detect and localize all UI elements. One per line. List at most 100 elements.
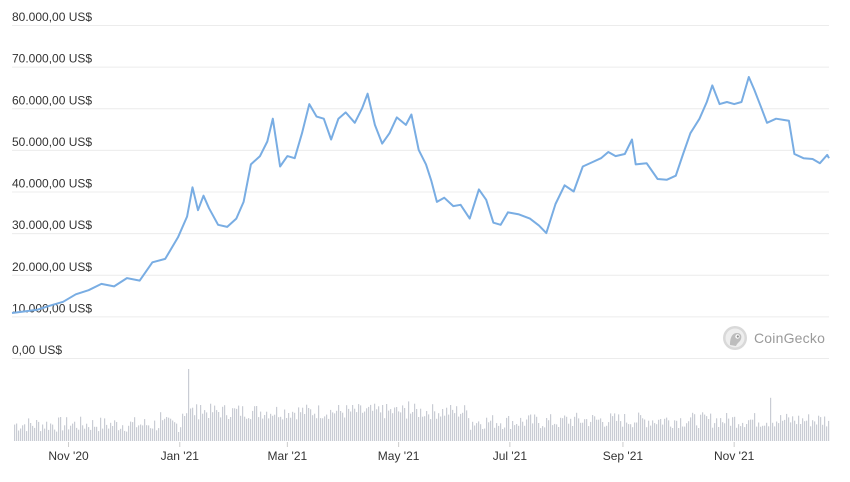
volume-bar xyxy=(60,417,62,441)
volume-bar xyxy=(554,423,556,441)
volume-bar xyxy=(610,413,612,441)
volume-bar xyxy=(780,415,782,441)
volume-bar xyxy=(448,414,450,441)
volume-bar xyxy=(134,417,136,441)
volume-bar xyxy=(136,427,138,441)
y-tick-label: 30.000,00 US$ xyxy=(12,218,92,232)
volume-bar xyxy=(344,417,346,441)
volume-bar xyxy=(362,412,364,441)
volume-bar xyxy=(236,408,238,441)
volume-bar xyxy=(582,422,584,441)
volume-bar xyxy=(760,426,762,441)
volume-bar xyxy=(758,422,760,441)
volume-bar xyxy=(96,426,98,441)
volume-bar xyxy=(194,415,196,441)
volume-bar xyxy=(324,416,326,441)
volume-bar xyxy=(224,405,226,441)
volume-bar xyxy=(660,419,662,441)
volume-bar xyxy=(634,422,636,441)
volume-bar xyxy=(102,428,104,441)
volume-bar xyxy=(238,405,240,441)
volume-bar xyxy=(320,418,322,441)
volume-bar xyxy=(162,420,164,441)
volume-bar xyxy=(422,416,424,441)
volume-bar xyxy=(140,424,142,441)
volume-bar xyxy=(808,414,810,441)
volume-bar xyxy=(618,414,620,441)
x-tick-label: Nov '21 xyxy=(714,449,755,463)
volume-bar xyxy=(574,416,576,441)
volume-bar xyxy=(514,425,516,441)
volume-bar xyxy=(46,421,48,441)
volume-bar xyxy=(342,412,344,441)
volume-bar xyxy=(288,413,290,441)
volume-bar xyxy=(588,426,590,441)
volume-bar xyxy=(168,417,170,441)
volume-bar xyxy=(84,428,86,441)
watermark-label: CoinGecko xyxy=(754,330,826,346)
volume-bar xyxy=(186,413,188,441)
volume-bar xyxy=(114,420,116,441)
volume-bar xyxy=(466,410,468,441)
volume-bar xyxy=(486,417,488,441)
volume-bar xyxy=(694,414,696,441)
volume-bar xyxy=(592,415,594,441)
volume-bar xyxy=(790,422,792,441)
volume-bar xyxy=(482,429,484,441)
x-tick-label: Nov '20 xyxy=(48,449,89,463)
volume-bar xyxy=(346,405,348,441)
volume-bar xyxy=(152,428,154,441)
volume-bar xyxy=(150,428,152,441)
volume-bar xyxy=(570,418,572,441)
volume-bar xyxy=(40,431,42,441)
volume-bar xyxy=(558,427,560,441)
volume-bar xyxy=(774,426,776,441)
volume-bar xyxy=(216,410,218,441)
volume-bar xyxy=(240,415,242,441)
volume-bar xyxy=(510,429,512,441)
volume-bar xyxy=(274,414,276,441)
volume-bar xyxy=(702,412,704,441)
volume-bar xyxy=(502,429,504,441)
volume-bar xyxy=(64,425,66,441)
volume-bar xyxy=(108,428,110,441)
volume-bar xyxy=(118,430,120,441)
volume-bar xyxy=(172,420,174,441)
volume-bar xyxy=(652,420,654,441)
volume-bar xyxy=(650,425,652,441)
volume-bar xyxy=(420,408,422,441)
volume-bar xyxy=(414,403,416,441)
volume-bar xyxy=(30,423,32,441)
volume-bar xyxy=(472,421,474,441)
volume-bar xyxy=(802,418,804,441)
volume-bar xyxy=(18,430,20,441)
volume-bar xyxy=(506,417,508,441)
volume-bar xyxy=(544,427,546,441)
volume-bar xyxy=(270,413,272,441)
volume-bar xyxy=(176,423,178,441)
volume-bar xyxy=(298,407,300,441)
volume-bar xyxy=(684,426,686,441)
volume-bar xyxy=(796,424,798,441)
volume-bar xyxy=(72,423,74,441)
volume-bar xyxy=(748,420,750,441)
volume-bar xyxy=(220,417,222,441)
volume-bar xyxy=(804,421,806,441)
volume-bar xyxy=(778,423,780,441)
volume-bar xyxy=(54,429,56,441)
volume-bar xyxy=(638,412,640,441)
volume-bar xyxy=(364,411,366,441)
volume-bar xyxy=(512,421,514,441)
volume-bar xyxy=(286,418,288,441)
volume-bar xyxy=(532,423,534,441)
price-series-line[interactable] xyxy=(11,76,830,314)
volume-bar xyxy=(378,406,380,441)
volume-bar xyxy=(628,424,630,441)
y-tick-label: 0,00 US$ xyxy=(12,343,62,357)
volume-bar xyxy=(576,412,578,441)
volume-bar xyxy=(408,401,410,441)
volume-bar xyxy=(246,418,248,441)
volume-bar xyxy=(662,424,664,441)
volume-bar xyxy=(200,405,202,441)
